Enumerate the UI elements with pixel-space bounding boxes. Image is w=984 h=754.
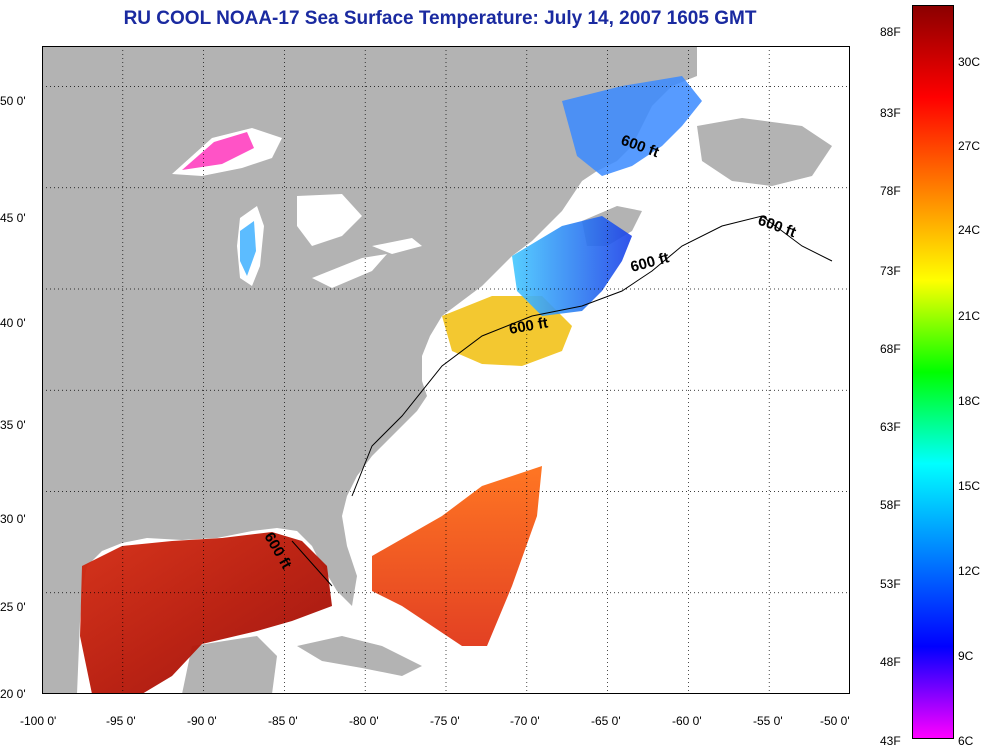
y-tick: 40 0' bbox=[0, 316, 26, 330]
sst-map: 600 ft 600 ft 600 ft 600 ft 600 ft bbox=[42, 46, 850, 694]
contour-600ft bbox=[291, 215, 833, 587]
colorbar-f-label: 83F bbox=[880, 106, 901, 120]
x-tick: -90 0' bbox=[187, 714, 217, 728]
contour-label: 600 ft bbox=[508, 314, 550, 338]
x-tick: -50 0' bbox=[820, 714, 850, 728]
colorbar-c-label: 18C bbox=[958, 394, 981, 408]
colorbar-f-label: 68F bbox=[880, 342, 901, 356]
sst-lake-michigan bbox=[240, 221, 256, 276]
x-tick: -80 0' bbox=[349, 714, 379, 728]
sst-lake-superior bbox=[182, 132, 254, 170]
lake-erie bbox=[312, 254, 387, 288]
grid-lines bbox=[42, 46, 850, 694]
colorbar-f-label: 78F bbox=[880, 184, 901, 198]
contour-label: 600 ft bbox=[756, 212, 799, 241]
lake-ontario bbox=[372, 238, 422, 254]
colorbar-c-label: 6C bbox=[958, 734, 974, 748]
sst-gulf-of-st-lawrence bbox=[562, 76, 702, 176]
land-cuba bbox=[297, 636, 422, 676]
y-tick: 35 0' bbox=[0, 418, 26, 432]
colorbar-f-label: 63F bbox=[880, 420, 901, 434]
colorbar-f-label: 58F bbox=[880, 498, 901, 512]
colorbar-c-label: 15C bbox=[958, 479, 981, 493]
colorbar-f-label: 88F bbox=[880, 25, 901, 39]
y-tick: 20 0' bbox=[0, 687, 26, 701]
colorbar-c-label: 30C bbox=[958, 55, 981, 69]
x-tick: -55 0' bbox=[753, 714, 783, 728]
y-tick: 30 0' bbox=[0, 512, 26, 526]
x-tick: -75 0' bbox=[430, 714, 460, 728]
x-tick: -85 0' bbox=[268, 714, 298, 728]
colorbar-c-label: 24C bbox=[958, 223, 981, 237]
land-north-america bbox=[42, 46, 697, 694]
x-tick: -100 0' bbox=[20, 714, 57, 728]
map-canvas: 600 ft 600 ft 600 ft 600 ft 600 ft bbox=[42, 46, 850, 694]
colorbar-f-label: 43F bbox=[880, 734, 901, 748]
land-yucatan bbox=[182, 636, 277, 694]
colorbar-f-label: 73F bbox=[880, 264, 901, 278]
y-tick: 45 0' bbox=[0, 211, 26, 225]
x-tick: -95 0' bbox=[106, 714, 136, 728]
sst-gulf-of-mexico bbox=[80, 532, 332, 694]
colorbar-f-label: 48F bbox=[880, 655, 901, 669]
sst-gulf-of-maine bbox=[512, 216, 632, 316]
colorbar-f-label: 53F bbox=[880, 577, 901, 591]
y-tick: 50 0' bbox=[0, 94, 26, 108]
sst-south-atlantic bbox=[372, 466, 542, 646]
colorbar-c-label: 21C bbox=[958, 309, 981, 323]
land-newfoundland bbox=[697, 118, 832, 186]
map-title: RU COOL NOAA-17 Sea Surface Temperature:… bbox=[123, 8, 757, 29]
colorbar-c-label: 12C bbox=[958, 564, 981, 578]
x-tick: -65 0' bbox=[591, 714, 621, 728]
x-tick: -70 0' bbox=[510, 714, 540, 728]
x-tick: -60 0' bbox=[672, 714, 702, 728]
colorbar-c-label: 27C bbox=[958, 139, 981, 153]
colorbar-c-label: 9C bbox=[958, 649, 974, 663]
temperature-colorbar bbox=[912, 5, 954, 739]
lake-huron bbox=[297, 194, 362, 246]
contour-label: 600 ft bbox=[629, 249, 671, 276]
y-tick: 25 0' bbox=[0, 600, 26, 614]
